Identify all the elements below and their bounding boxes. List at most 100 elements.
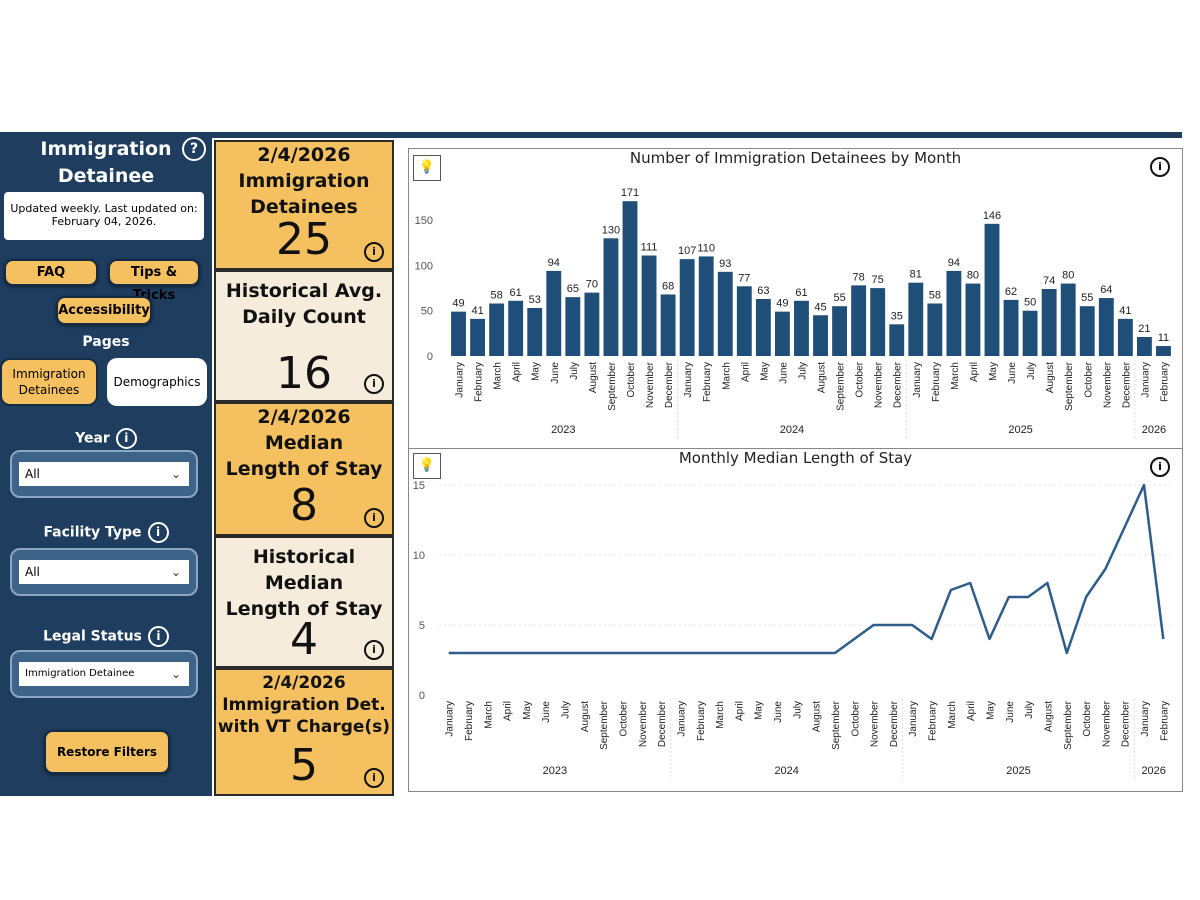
info-icon[interactable]: i <box>364 508 384 528</box>
bar <box>851 285 867 356</box>
x-tick-label: February <box>1159 701 1170 741</box>
x-tick-label: September <box>607 361 618 411</box>
x-tick-label: November <box>870 700 881 747</box>
data-label: 35 <box>891 310 903 322</box>
data-label: 49 <box>776 298 788 310</box>
x-tick-label: September <box>1063 700 1074 750</box>
data-label: 75 <box>872 274 884 286</box>
lightbulb-icon[interactable]: 💡 <box>413 453 441 479</box>
kpi-card-current-detainees: 2/4/2026 Immigration Detainees 25 i <box>214 140 394 270</box>
bar <box>660 294 676 356</box>
bar <box>1079 306 1095 356</box>
bar <box>1041 289 1057 356</box>
data-label: 11 <box>1158 332 1169 344</box>
bar <box>927 303 943 356</box>
restore-filters-button[interactable]: Restore Filters <box>44 730 170 774</box>
x-tick-label: October <box>1082 700 1093 736</box>
x-year-label: 2026 <box>1142 424 1166 436</box>
data-label: 107 <box>678 245 696 257</box>
y-tick-label: 0 <box>419 690 425 702</box>
x-tick-label: August <box>1045 362 1056 393</box>
bar <box>1136 336 1152 356</box>
lightbulb-icon[interactable]: 💡 <box>413 155 441 181</box>
x-year-label: 2024 <box>774 765 798 777</box>
x-year-label: 2023 <box>551 424 575 436</box>
year-dropdown-field[interactable]: All ⌄ <box>19 462 189 486</box>
help-icon[interactable]: ? <box>182 137 206 161</box>
x-tick-label: August <box>588 362 599 393</box>
kpi-title-line: Detainees <box>250 196 358 218</box>
kpi-title-line: 2/4/2026 <box>257 144 351 166</box>
bar <box>1003 299 1019 356</box>
data-label: 130 <box>602 224 620 236</box>
year-dropdown[interactable]: All ⌄ <box>10 450 198 498</box>
faq-button[interactable]: FAQ <box>4 259 98 286</box>
bar <box>984 223 1000 356</box>
bar <box>546 270 562 356</box>
page-demographics[interactable]: Demographics <box>107 358 207 406</box>
bar <box>679 259 695 356</box>
kpi-title-line: Length of Stay <box>225 598 383 620</box>
year-info-icon[interactable]: i <box>115 428 137 449</box>
page-immigration-detainees[interactable]: Immigration Detainees <box>0 358 98 406</box>
x-tick-label: January <box>1140 701 1151 737</box>
data-label: 78 <box>853 271 865 283</box>
x-tick-label: June <box>778 362 789 384</box>
y-tick-label: 100 <box>415 260 433 272</box>
x-tick-label: March <box>947 701 958 729</box>
info-icon[interactable]: i <box>364 640 384 660</box>
data-label: 58 <box>929 289 941 301</box>
year-filter-label: Year i <box>0 428 212 449</box>
bar <box>774 311 790 356</box>
bar <box>1022 310 1038 356</box>
kpi-title-line: Immigration <box>238 170 370 192</box>
facility-info-icon[interactable]: i <box>147 522 169 543</box>
bar <box>470 318 486 356</box>
kpi-value: 16 <box>276 348 332 399</box>
kpi-title-line: Length of Stay <box>225 458 383 480</box>
tips-button[interactable]: Tips & Tricks <box>108 259 200 303</box>
info-icon[interactable]: i <box>364 374 384 394</box>
bar <box>451 311 466 356</box>
data-label: 70 <box>586 279 598 291</box>
facility-label: Facility Type <box>43 524 142 541</box>
bar-chart: 0 50 100 150 January February March April May Jun… <box>415 187 1171 439</box>
bar <box>717 271 733 356</box>
kpi-value: 8 <box>290 480 318 531</box>
legal-value: Immigration Detainee <box>25 668 135 679</box>
y-tick-label: 150 <box>415 215 433 227</box>
y-tick-label: 5 <box>419 620 425 632</box>
data-label: 45 <box>814 301 826 313</box>
data-label: 146 <box>983 210 1001 222</box>
y-tick-label: 15 <box>413 480 425 492</box>
bar-chart-title: Number of Immigration Detainees by Month <box>629 149 962 167</box>
data-label: 80 <box>967 270 979 282</box>
info-icon[interactable]: i <box>1150 457 1170 477</box>
chart-panel: Number of Immigration Detainees by Month… <box>408 148 1183 792</box>
data-label: 94 <box>948 257 960 269</box>
legal-info-icon[interactable]: i <box>147 626 169 647</box>
kpi-title-line: Daily Count <box>242 306 366 328</box>
x-tick-label: December <box>1121 700 1132 747</box>
facility-dropdown-field[interactable]: All ⌄ <box>19 560 189 584</box>
accessibility-button[interactable]: Accessibility <box>56 296 152 325</box>
info-icon[interactable]: i <box>364 768 384 788</box>
info-icon[interactable]: i <box>364 242 384 262</box>
x-tick-label: February <box>464 701 475 741</box>
x-tick-label: February <box>474 362 485 402</box>
app-title-line1: Immigration <box>40 138 172 160</box>
bar <box>908 282 924 356</box>
x-year-label: 2024 <box>780 424 804 436</box>
info-icon[interactable]: i <box>1150 157 1170 177</box>
data-label: 63 <box>757 285 769 297</box>
kpi-title-line: with VT Charge(s) <box>217 717 391 737</box>
x-tick-label: June <box>1005 701 1016 723</box>
bar <box>870 288 886 356</box>
legal-dropdown-field[interactable]: Immigration Detainee ⌄ <box>19 662 189 686</box>
x-tick-label: May <box>759 362 770 381</box>
facility-dropdown[interactable]: All ⌄ <box>10 548 198 596</box>
x-tick-label: May <box>522 701 533 720</box>
x-tick-label: July <box>792 701 803 719</box>
legal-dropdown[interactable]: Immigration Detainee ⌄ <box>10 650 198 698</box>
data-label: 50 <box>1024 297 1036 309</box>
